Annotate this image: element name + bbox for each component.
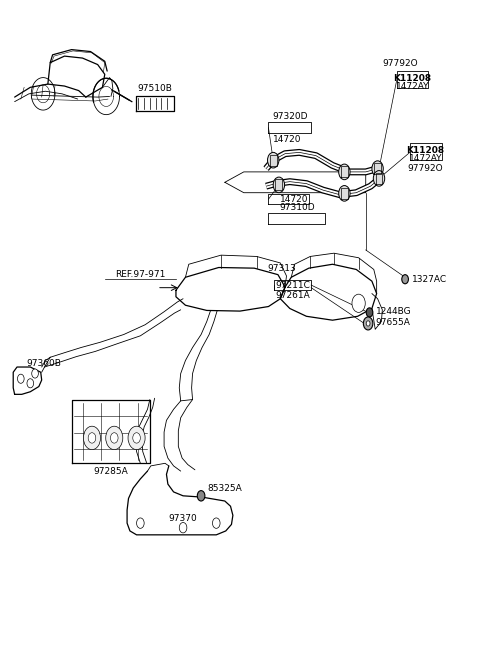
Circle shape [27, 379, 34, 388]
Circle shape [197, 491, 205, 501]
Text: 1472AY: 1472AY [396, 82, 429, 91]
Text: 97313: 97313 [267, 264, 296, 273]
Circle shape [84, 426, 100, 449]
Text: 97285A: 97285A [93, 467, 128, 476]
Circle shape [363, 317, 373, 330]
Circle shape [17, 374, 24, 383]
Text: 97510B: 97510B [137, 84, 172, 93]
Text: 14720: 14720 [273, 136, 302, 144]
Text: 97370: 97370 [169, 514, 198, 523]
Circle shape [128, 426, 145, 449]
Circle shape [267, 152, 279, 168]
Text: 97792O: 97792O [383, 60, 418, 68]
Text: 14720: 14720 [280, 195, 309, 204]
Circle shape [273, 177, 285, 193]
Text: K11208: K11208 [393, 74, 432, 83]
Circle shape [352, 294, 365, 312]
Circle shape [372, 161, 384, 176]
Text: 97320D: 97320D [272, 112, 308, 121]
Circle shape [339, 164, 350, 180]
Circle shape [339, 186, 350, 201]
Text: 1472AY: 1472AY [409, 154, 442, 163]
Text: 97310D: 97310D [279, 203, 315, 213]
Circle shape [179, 522, 187, 533]
Circle shape [88, 433, 96, 443]
Circle shape [373, 171, 384, 186]
Text: K11208: K11208 [407, 146, 444, 155]
Text: 97211C: 97211C [275, 281, 310, 290]
Text: 97360B: 97360B [26, 359, 61, 368]
Text: 85325A: 85325A [208, 484, 242, 493]
Circle shape [106, 426, 123, 449]
Text: 97655A: 97655A [376, 318, 410, 327]
Circle shape [213, 518, 220, 528]
Text: REF.97-971: REF.97-971 [115, 270, 166, 279]
Circle shape [137, 518, 144, 528]
Circle shape [366, 321, 370, 326]
Circle shape [133, 433, 140, 443]
Text: 97792O: 97792O [408, 164, 444, 173]
Circle shape [402, 275, 408, 284]
Text: 1327AC: 1327AC [412, 275, 447, 283]
Text: 97261A: 97261A [276, 291, 310, 300]
Circle shape [32, 369, 38, 378]
Circle shape [110, 433, 118, 443]
Circle shape [366, 308, 373, 317]
Text: 1244BG: 1244BG [376, 306, 411, 316]
